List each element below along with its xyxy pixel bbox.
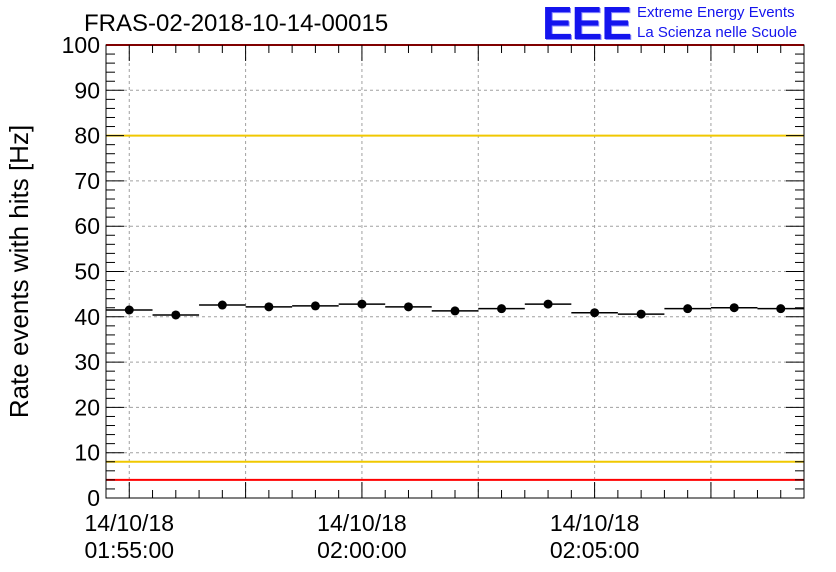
data-point	[403, 302, 413, 312]
x-tick-label-date: 14/10/18	[317, 510, 407, 536]
data-point	[450, 306, 460, 316]
data-point	[124, 305, 134, 315]
x-tick-label-date: 14/10/18	[85, 510, 175, 536]
data-point	[776, 304, 786, 314]
y-tick-label: 80	[74, 123, 100, 149]
chart-title: FRAS-02-2018-10-14-00015	[84, 10, 389, 37]
x-tick-label-date: 14/10/18	[550, 510, 640, 536]
data-point	[310, 301, 320, 311]
y-tick-label: 70	[74, 168, 100, 194]
logo-subtitle-2: La Scienza nelle Scuole	[637, 24, 798, 41]
data-point	[497, 304, 507, 314]
y-tick-label: 90	[74, 77, 100, 103]
y-tick-label: 0	[87, 485, 100, 511]
grid-lines	[106, 45, 804, 498]
axes	[105, 44, 805, 499]
y-axis-label: Rate events with hits [Hz]	[4, 125, 34, 418]
data-point	[729, 303, 739, 313]
y-tick-label: 60	[74, 213, 100, 239]
logo-subtitle-1: Extreme Energy Events	[637, 4, 795, 21]
y-tick-label: 20	[74, 394, 100, 420]
data-point	[171, 310, 181, 320]
y-tick-label: 10	[74, 440, 100, 466]
data-point	[217, 300, 227, 310]
data-point	[357, 299, 367, 309]
y-tick-label: 30	[74, 349, 100, 375]
data-point	[543, 299, 553, 309]
x-tick-label-time: 01:55:00	[85, 537, 175, 563]
data-point	[636, 309, 646, 319]
y-tick-label: 50	[74, 259, 100, 285]
data-point	[264, 302, 274, 312]
reference-lines	[106, 44, 804, 481]
data-point	[683, 304, 693, 314]
axis-labels: 010203040506070809010014/10/1801:55:0014…	[4, 32, 639, 563]
eee-logo: EEE	[542, 0, 632, 49]
y-tick-label: 40	[74, 304, 100, 330]
data-point	[590, 308, 600, 318]
y-tick-label: 100	[62, 32, 100, 58]
x-tick-label-time: 02:00:00	[317, 537, 407, 563]
x-tick-label-time: 02:05:00	[550, 537, 640, 563]
data-series	[106, 299, 804, 320]
